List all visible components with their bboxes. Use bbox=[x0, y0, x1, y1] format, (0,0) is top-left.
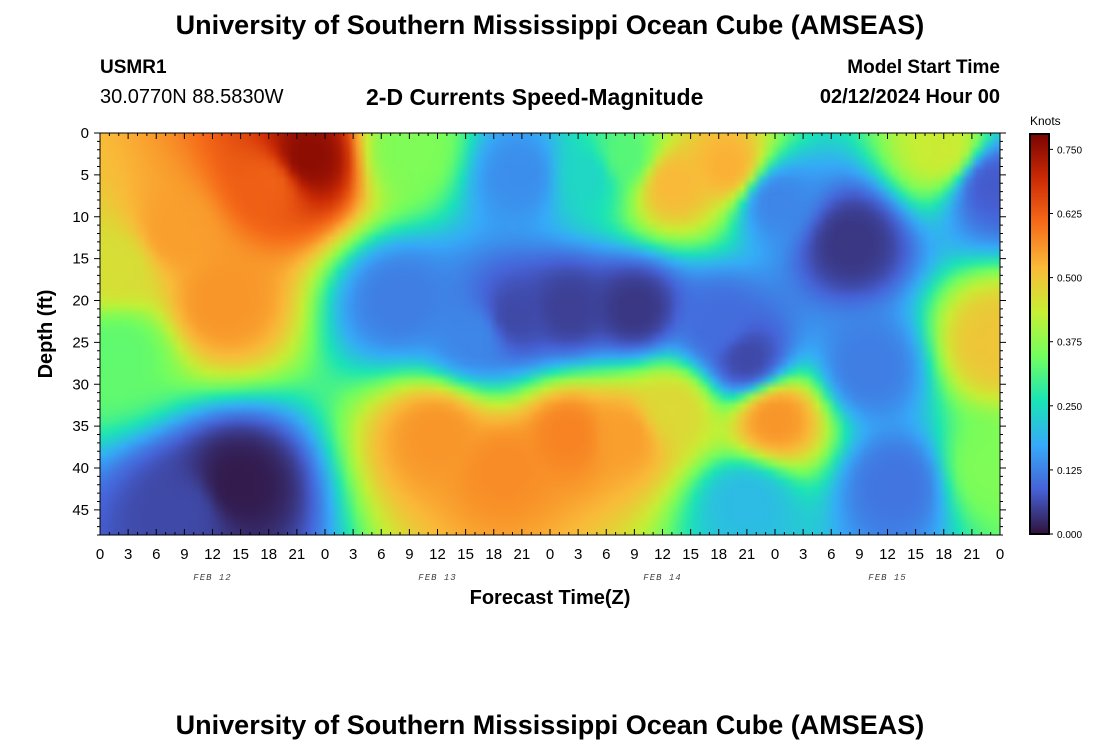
date-label: FEB 14 bbox=[643, 573, 681, 583]
date-labels: FEB 12 FEB 13 FEB 14 FEB 15 bbox=[193, 573, 906, 583]
colorbar-tick-label: 0.000 bbox=[1057, 530, 1082, 541]
x-tick-label: 3 bbox=[124, 546, 132, 563]
heatmap-image bbox=[100, 133, 1000, 535]
x-tick-label: 9 bbox=[405, 546, 413, 563]
x-tick-label: 3 bbox=[574, 546, 582, 563]
x-tick-label: 18 bbox=[485, 546, 502, 563]
x-tick-label: 18 bbox=[260, 546, 277, 563]
x-tick-label: 21 bbox=[514, 546, 531, 563]
y-tick-label: 5 bbox=[81, 167, 89, 184]
y-tick-label: 45 bbox=[72, 502, 89, 519]
colorbar-tick-label: 0.125 bbox=[1057, 466, 1082, 477]
x-tick-label: 21 bbox=[739, 546, 756, 563]
x-tick-label: 21 bbox=[289, 546, 306, 563]
colorbar-unit: Knots bbox=[1030, 114, 1061, 128]
x-tick-label: 3 bbox=[349, 546, 357, 563]
x-tick-label: 0 bbox=[96, 546, 104, 563]
x-axis-label: Forecast Time(Z) bbox=[470, 587, 631, 609]
x-tick-label: 21 bbox=[964, 546, 981, 563]
y-axis-label: Depth (ft) bbox=[35, 290, 57, 379]
y-tick-label: 0 bbox=[81, 125, 89, 142]
y-axis: 0 5 10 15 20 25 30 35 40 45 bbox=[72, 125, 1006, 536]
x-tick-label: 9 bbox=[630, 546, 638, 563]
colorbar-tick-label: 0.375 bbox=[1057, 338, 1082, 349]
y-tick-label: 15 bbox=[72, 251, 89, 268]
model-start-value: 02/12/2024 Hour 00 bbox=[819, 86, 1000, 108]
colorbar-ticks: 0.000 0.125 0.250 0.375 0.500 0.625 0.750 bbox=[1049, 145, 1082, 541]
station-coordinates: 30.0770N 88.5830W bbox=[100, 86, 284, 108]
x-tick-label: 6 bbox=[152, 546, 160, 563]
x-tick-label: 18 bbox=[935, 546, 952, 563]
date-label: FEB 13 bbox=[418, 573, 456, 583]
x-tick-label: 3 bbox=[799, 546, 807, 563]
x-tick-label: 0 bbox=[771, 546, 779, 563]
model-start-label: Model Start Time bbox=[847, 57, 1000, 78]
x-tick-label: 15 bbox=[682, 546, 699, 563]
x-tick-label: 15 bbox=[232, 546, 249, 563]
y-tick-label: 10 bbox=[72, 209, 89, 226]
x-tick-label: 6 bbox=[602, 546, 610, 563]
colorbar-tick-label: 0.625 bbox=[1057, 209, 1082, 220]
colorbar-tick-label: 0.250 bbox=[1057, 402, 1082, 413]
date-label: FEB 12 bbox=[193, 573, 231, 583]
x-tick-label: 12 bbox=[204, 546, 221, 563]
x-tick-label: 9 bbox=[180, 546, 188, 563]
plot-title: 2-D Currents Speed-Magnitude bbox=[366, 84, 704, 110]
x-axis: 0 3 6 9 12 15 18 21 0 3 6 9 12 15 18 21 0 3 6 9 12 15 18 21 0 3 6 9… bbox=[96, 133, 1004, 563]
page-title: University of Southern Mississippi Ocean… bbox=[175, 10, 925, 40]
x-tick-label: 12 bbox=[654, 546, 671, 563]
x-tick-label: 0 bbox=[546, 546, 554, 563]
date-label: FEB 15 bbox=[868, 573, 906, 583]
colorbar-tick-label: 0.500 bbox=[1057, 274, 1082, 285]
y-tick-label: 20 bbox=[72, 293, 89, 310]
y-tick-label: 35 bbox=[72, 418, 89, 435]
colorbar-gradient bbox=[1029, 133, 1050, 535]
x-tick-label: 12 bbox=[879, 546, 896, 563]
y-tick-label: 30 bbox=[72, 376, 89, 393]
x-tick-label: 6 bbox=[377, 546, 385, 563]
footer-title: University of Southern Mississippi Ocean… bbox=[175, 710, 925, 740]
x-tick-label: 15 bbox=[457, 546, 474, 563]
x-tick-label: 12 bbox=[429, 546, 446, 563]
x-tick-label: 0 bbox=[996, 546, 1004, 563]
x-tick-label: 18 bbox=[710, 546, 727, 563]
colorbar-tick-label: 0.750 bbox=[1057, 145, 1082, 156]
station-name: USMR1 bbox=[100, 57, 167, 78]
x-tick-label: 0 bbox=[321, 546, 329, 563]
x-tick-label: 9 bbox=[855, 546, 863, 563]
x-tick-label: 6 bbox=[827, 546, 835, 563]
y-tick-label: 25 bbox=[72, 334, 89, 351]
x-tick-label: 15 bbox=[907, 546, 924, 563]
colorbar: Knots 0.000 0.125 0.250 0.375 0.500 0.625 0.75… bbox=[1029, 114, 1082, 541]
y-tick-label: 40 bbox=[72, 460, 89, 477]
